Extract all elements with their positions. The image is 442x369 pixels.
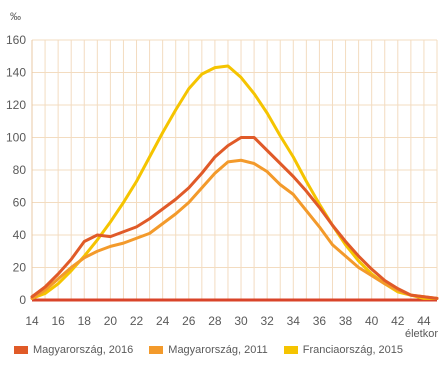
x-tick-label: 44 <box>417 314 431 328</box>
x-tick-label: 34 <box>287 314 301 328</box>
x-tick-label: 32 <box>260 314 274 328</box>
x-tick-label: 22 <box>130 314 144 328</box>
y-axis-unit-label: ‰ <box>10 11 21 23</box>
y-tick-label: 160 <box>6 33 26 47</box>
y-tick-label: 60 <box>13 196 27 210</box>
y-tick-label: 120 <box>6 98 26 112</box>
x-tick-label: 36 <box>313 314 327 328</box>
y-tick-label: 20 <box>13 261 27 275</box>
legend-item: Magyarország, 2011 <box>149 344 268 356</box>
x-tick-label: 40 <box>365 314 379 328</box>
legend-label: Magyarország, 2016 <box>33 344 134 356</box>
series-lines <box>30 64 439 300</box>
x-axis-label: életkor <box>405 328 438 340</box>
grid <box>31 39 438 301</box>
x-tick-label: 26 <box>182 314 196 328</box>
tick-labels: 0 20 40 60 80 100 120 140 160 14 16 18 20 22 24 26 28 30 3… <box>6 33 431 328</box>
x-tick-label: 30 <box>234 314 248 328</box>
x-tick-label: 18 <box>78 314 92 328</box>
legend-item: Magyarország, 2016 <box>14 344 133 356</box>
x-tick-label: 16 <box>51 314 65 328</box>
legend-item: Franciaország, 2015 <box>283 344 404 356</box>
x-tick-label: 14 <box>25 314 39 328</box>
legend-swatch <box>149 346 164 354</box>
legend-swatch <box>14 346 28 354</box>
legend: Magyarország, 2016 Magyarország, 2011 Fran… <box>14 344 403 356</box>
y-tick-label: 80 <box>13 163 27 177</box>
x-tick-label: 38 <box>339 314 353 328</box>
x-tick-label: 24 <box>156 314 170 328</box>
y-tick-label: 140 <box>6 66 26 80</box>
y-tick-label: 100 <box>6 131 26 145</box>
y-tick-label: 40 <box>13 228 27 242</box>
series-line-2 <box>30 158 439 300</box>
x-tick-label: 20 <box>104 314 118 328</box>
y-tick-label: 0 <box>19 293 26 307</box>
series-line-1 <box>30 136 439 300</box>
legend-label: Franciaország, 2015 <box>302 344 404 356</box>
x-tick-label: 42 <box>391 314 405 328</box>
legend-swatch <box>283 346 298 354</box>
x-tick-label: 28 <box>208 314 222 328</box>
legend-label: Magyarország, 2011 <box>168 344 268 356</box>
series-line-3 <box>30 64 439 300</box>
